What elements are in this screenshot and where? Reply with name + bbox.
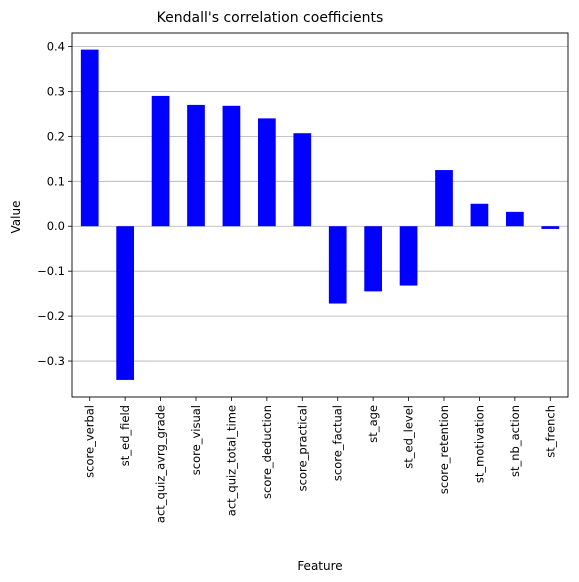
x-tick-label: score_retention (437, 405, 451, 494)
x-tick-label: score_factual (331, 405, 345, 481)
bar-st_french (541, 226, 560, 229)
x-tick-label: st_age (366, 405, 380, 443)
y-tick-label: −0.3 (37, 354, 65, 368)
x-tick-label: score_visual (189, 405, 203, 475)
y-ticks: −0.3 −0.2 −0.1 0.0 0.1 0.2 0.3 0.4 (37, 39, 72, 368)
y-tick-label: −0.1 (37, 264, 65, 278)
bar-score_practical (293, 133, 312, 227)
bars (80, 49, 560, 380)
x-tick-label: st_motivation (472, 405, 486, 483)
x-tick-label: score_verbal (83, 405, 97, 478)
bar-st_ed_field (116, 226, 134, 380)
x-ticks: score_verbal st_ed_field act_quiz_avrg_gra… (83, 397, 557, 523)
y-axis-label: Value (9, 201, 23, 234)
x-tick-label: score_practical (295, 405, 309, 491)
y-tick-label: 0.1 (47, 174, 65, 188)
y-tick-label: 0.3 (47, 84, 65, 98)
y-tick-label: −0.2 (37, 309, 65, 323)
x-tick-label: st_ed_field (118, 405, 132, 466)
x-tick-label: act_quiz_avrg_grade (154, 405, 168, 523)
bar-st_nb_action (506, 211, 524, 227)
y-tick-label: 0.4 (47, 39, 65, 53)
bar-act_quiz_avrg_grade (151, 95, 170, 227)
bar-score_verbal (80, 49, 99, 227)
chart-title: Kendall's correlation coefficients (157, 10, 384, 26)
y-tick-label: 0.2 (47, 129, 65, 143)
bar-act_quiz_total_time (222, 105, 241, 227)
y-tick-label: 0.0 (47, 219, 65, 233)
bar-score_visual (187, 104, 205, 227)
bar-score_retention (435, 170, 453, 227)
bar-st_ed_level (399, 226, 418, 286)
x-tick-label: score_deduction (260, 405, 274, 499)
x-tick-label: st_nb_action (508, 405, 522, 477)
bar-score_deduction (258, 118, 276, 227)
bar-st_age (364, 226, 382, 292)
plot-frame (71, 32, 569, 398)
axes (71, 32, 569, 398)
grid-lines (72, 46, 568, 362)
x-tick-label: st_french (543, 405, 557, 458)
x-tick-label: st_ed_level (402, 405, 416, 469)
bar-st_motivation (470, 203, 489, 227)
x-axis-label: Feature (297, 559, 342, 573)
x-tick-label: act_quiz_total_time (224, 405, 238, 516)
bar-score_factual (328, 226, 347, 304)
